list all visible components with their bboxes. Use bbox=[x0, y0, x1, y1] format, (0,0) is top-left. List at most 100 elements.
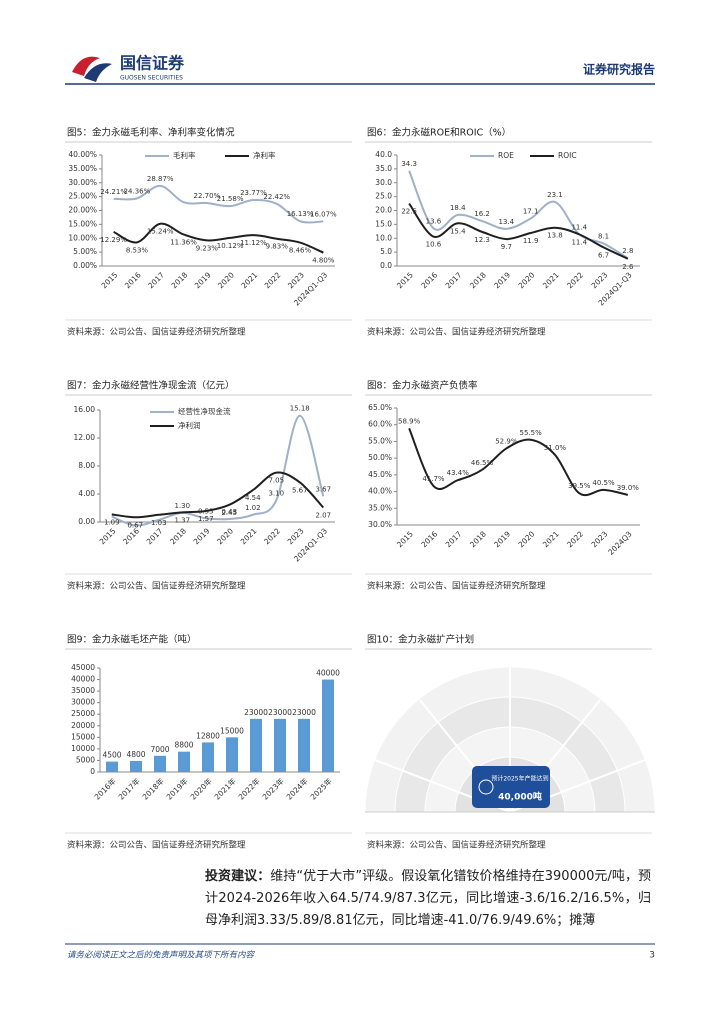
data-label: 39.5% bbox=[568, 482, 591, 490]
y-tick-label: 30.00% bbox=[68, 178, 97, 187]
y-tick-label: 15.00% bbox=[68, 219, 97, 228]
source: 资料来源：公司公告、国信证券经济研究所整理 bbox=[367, 327, 546, 338]
source: 资料来源：公司公告、国信证券经济研究所整理 bbox=[367, 581, 546, 592]
y-tick-label: 0 bbox=[90, 767, 95, 776]
y-tick-label: 45000 bbox=[71, 663, 95, 672]
data-label: 23000 bbox=[244, 708, 268, 717]
y-tick-label: 25000 bbox=[71, 709, 95, 718]
page-number: 3 bbox=[649, 951, 655, 961]
chart-title: 图6：金力永磁ROE和ROIC（%） bbox=[367, 127, 511, 139]
x-tick-label: 2020 bbox=[517, 529, 537, 549]
y-tick-label: 35.00% bbox=[68, 164, 97, 173]
x-tick-label: 2023 bbox=[590, 270, 610, 290]
y-tick-label: 4.00 bbox=[78, 489, 95, 498]
x-tick-label: 2019 bbox=[193, 270, 213, 290]
data-label: 4.54 bbox=[245, 494, 261, 502]
data-label: 23.77% bbox=[240, 189, 267, 197]
x-tick-label: 2024Q3 bbox=[606, 529, 634, 557]
source: 资料来源：公司公告、国信证券经济研究所整理 bbox=[67, 581, 246, 592]
x-tick-label: 2022年 bbox=[236, 775, 262, 801]
data-label: 0.67 bbox=[127, 521, 143, 529]
bar bbox=[250, 718, 262, 772]
data-label: 1.30 bbox=[174, 502, 190, 510]
line bbox=[408, 428, 629, 497]
data-label: 17.1 bbox=[523, 208, 539, 216]
data-label: 55.5% bbox=[520, 429, 543, 437]
data-label: 15.24% bbox=[147, 228, 174, 236]
legend-label: 经营性净现金流 bbox=[178, 406, 231, 416]
y-tick-label: 55.0% bbox=[368, 436, 392, 445]
x-tick-label: 2018 bbox=[468, 529, 488, 549]
data-label: 8.1 bbox=[598, 233, 609, 241]
data-label: 43.4% bbox=[447, 469, 470, 477]
data-label: 2.8 bbox=[622, 247, 633, 255]
data-label: 41.7% bbox=[422, 475, 445, 483]
y-tick-label: 35.0% bbox=[368, 503, 392, 512]
logo-red bbox=[72, 56, 100, 76]
para-body: 维持“优于大市”评级。假设氧化镨钕价格维持在390000元/吨，预计2024-2… bbox=[205, 869, 651, 928]
x-tick-label: 2024年 bbox=[284, 775, 310, 801]
y-tick-label: 12.00 bbox=[74, 433, 96, 442]
source: 资料来源：公司公告、国信证券经济研究所整理 bbox=[67, 840, 246, 851]
data-label: 6.7 bbox=[598, 251, 609, 259]
center-box bbox=[472, 766, 550, 808]
x-tick-label: 2020 bbox=[215, 526, 235, 546]
clock-icon bbox=[478, 779, 494, 795]
data-label: 21.58% bbox=[217, 195, 244, 203]
y-tick-label: 40000 bbox=[71, 675, 95, 684]
line bbox=[111, 471, 324, 519]
line bbox=[408, 202, 629, 260]
x-tick-label: 2019年 bbox=[164, 775, 190, 801]
x-tick-label: 2015 bbox=[395, 529, 415, 549]
data-label: 22.42% bbox=[263, 193, 290, 201]
bar bbox=[322, 679, 334, 772]
y-tick-label: 20.0 bbox=[375, 206, 392, 215]
data-label: 4.80% bbox=[312, 257, 335, 265]
y-tick-label: 15.0 bbox=[375, 219, 392, 228]
x-tick-label: 2015 bbox=[100, 270, 120, 290]
data-label: 13.8 bbox=[547, 232, 563, 240]
x-tick-label: 2019 bbox=[192, 526, 212, 546]
data-label: 15.4 bbox=[450, 227, 466, 235]
data-label: 9.23% bbox=[196, 244, 219, 252]
y-tick-label: 30.0% bbox=[368, 520, 392, 529]
x-tick-label: 2019 bbox=[492, 529, 512, 549]
data-label: 3.10 bbox=[268, 489, 284, 497]
source: 资料来源：公司公告、国信证券经济研究所整理 bbox=[67, 327, 246, 338]
bar bbox=[178, 751, 190, 772]
data-label: 15.18 bbox=[290, 405, 310, 413]
center-label: 预计2025年产能达到 bbox=[491, 775, 548, 783]
y-tick-label: 15000 bbox=[71, 732, 95, 741]
x-tick-label: 2022 bbox=[263, 270, 283, 290]
bar bbox=[130, 760, 142, 772]
data-label: 22.70% bbox=[193, 192, 220, 200]
x-tick-label: 2022 bbox=[565, 270, 585, 290]
data-label: 2.07 bbox=[315, 512, 331, 520]
y-tick-label: 30.0 bbox=[375, 178, 392, 187]
data-label: 11.36% bbox=[170, 238, 197, 246]
data-label: 7000 bbox=[150, 745, 169, 754]
y-tick-label: 50.0% bbox=[368, 453, 392, 462]
y-tick-label: 10.00% bbox=[68, 233, 97, 242]
data-label: 4800 bbox=[126, 750, 145, 759]
data-label: 1.02 bbox=[245, 504, 261, 512]
data-label: 2.6 bbox=[622, 263, 634, 271]
x-tick-label: 2025年 bbox=[308, 775, 334, 801]
data-label: 16.07% bbox=[310, 210, 337, 218]
data-label: 12800 bbox=[196, 731, 220, 740]
legend-label: 净利率 bbox=[253, 150, 276, 160]
data-label: 13.6 bbox=[426, 217, 442, 225]
x-tick-label: 2022 bbox=[262, 526, 282, 546]
data-label: 7.05 bbox=[268, 477, 284, 485]
x-tick-label: 2018 bbox=[468, 270, 488, 290]
y-tick-label: 5.0 bbox=[380, 247, 392, 256]
x-tick-label: 2015 bbox=[395, 270, 415, 290]
x-tick-label: 2016年 bbox=[92, 775, 118, 801]
data-label: 1.37 bbox=[174, 516, 190, 524]
x-tick-label: 2021 bbox=[239, 270, 259, 290]
x-tick-label: 2021 bbox=[541, 270, 561, 290]
y-tick-label: 30000 bbox=[71, 698, 95, 707]
chart-title: 图9：金力永磁毛坯产能（吨） bbox=[67, 634, 197, 646]
chart-title: 图7：金力永磁经营性净现金流（亿元） bbox=[67, 380, 235, 392]
